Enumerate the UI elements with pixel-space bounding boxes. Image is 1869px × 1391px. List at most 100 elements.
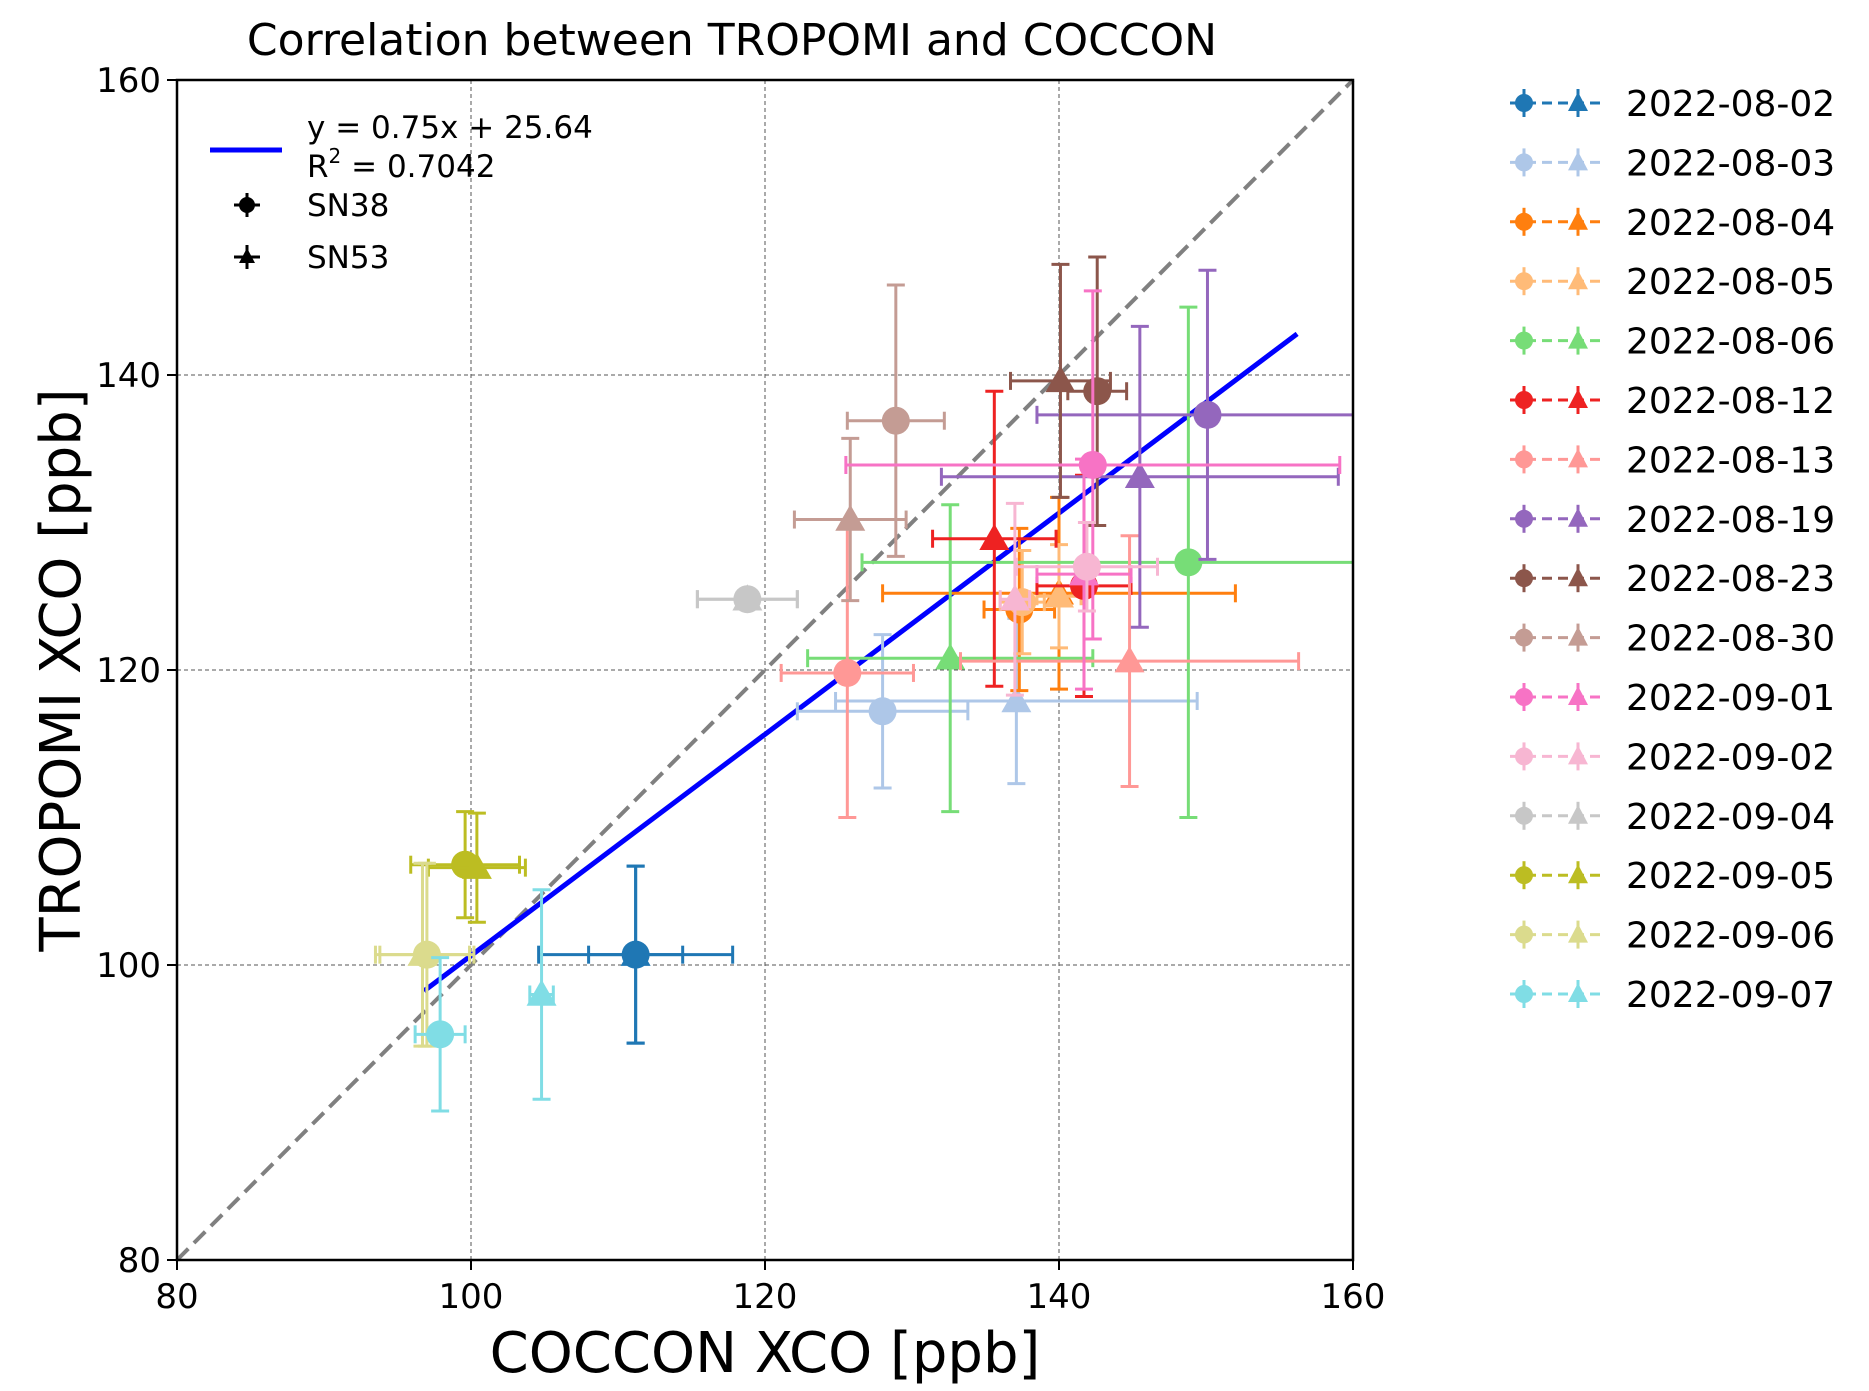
marker-circle [1193, 400, 1222, 429]
legend-triangle [1568, 686, 1588, 705]
legend-triangle [1568, 210, 1588, 230]
legend-triangle [1568, 567, 1588, 587]
marker-circle [868, 697, 897, 726]
legend-label: 2022-08-04 [1626, 203, 1835, 244]
x-tick-label: 160 [1321, 1277, 1386, 1317]
legend-label: 2022-08-30 [1626, 619, 1835, 660]
marker-circle [426, 1020, 455, 1049]
legend-label: 2022-09-06 [1626, 916, 1835, 957]
legend-label: 2022-08-05 [1626, 262, 1835, 303]
x-tick-label: 140 [1027, 1277, 1092, 1317]
data-points [373, 255, 1353, 1113]
marker-triangle [1001, 685, 1032, 713]
axis-ticks: 80 100 120 140 160 80 100 120 140 160 [96, 61, 1385, 1317]
data-point-2022-08-23-SN38 [1066, 255, 1129, 527]
legend-label: 2022-09-07 [1626, 975, 1835, 1016]
legend-entry-2022-09-04: 2022-09-04 [1510, 797, 1835, 838]
marker-circle [833, 658, 862, 687]
data-point-2022-09-04-SN53 [695, 584, 799, 611]
y-tick-label: 80 [118, 1241, 161, 1281]
legend-entry-2022-08-06: 2022-08-06 [1510, 322, 1835, 363]
legend-circle [1515, 569, 1533, 588]
identity-line [175, 78, 1355, 1262]
r-squared-value: = 0.7042 [341, 149, 495, 185]
data-point-2022-08-02-SN53 [587, 864, 685, 1045]
marker-triangle [1044, 581, 1074, 608]
r-squared-label: R2 = 0.7042 [307, 144, 495, 185]
marker-circle [1083, 377, 1112, 406]
marker-triangle [1124, 461, 1155, 489]
marker-circle [1072, 552, 1101, 581]
marker-triangle [999, 584, 1030, 611]
r-squared-exponent: 2 [329, 144, 342, 168]
legend-entry-2022-08-02: 2022-08-02 [1510, 84, 1835, 125]
legend-label: 2022-08-13 [1626, 440, 1835, 481]
legend-entry-2022-08-23: 2022-08-23 [1510, 559, 1835, 600]
legend-label-sn38: SN38 [307, 188, 389, 224]
legend-circle [1515, 747, 1533, 766]
marker-triangle [526, 979, 557, 1006]
fit-equation-label: y = 0.75x + 25.64 [307, 110, 593, 146]
legend-label: 2022-08-23 [1626, 559, 1835, 600]
data-point-2022-08-03-SN38 [795, 633, 970, 790]
marker-triangle [732, 584, 763, 611]
legend-circle [1515, 866, 1533, 885]
y-tick-label: 140 [96, 356, 161, 396]
legend-entry-2022-08-05: 2022-08-05 [1510, 262, 1835, 303]
legend-entry-2022-08-19: 2022-08-19 [1510, 500, 1835, 541]
data-point-2022-09-06-SN53 [373, 861, 472, 1048]
legend-entry-2022-08-03: 2022-08-03 [1510, 143, 1835, 184]
fit-line [422, 331, 1299, 993]
legend-circle [1515, 628, 1533, 647]
legend-entry-2022-09-02: 2022-09-02 [1510, 737, 1835, 778]
legend-label: 2022-08-06 [1626, 322, 1835, 363]
legend-triangle [1568, 923, 1588, 943]
legend-circle [1515, 925, 1533, 944]
legend-label: 2022-09-04 [1626, 797, 1835, 838]
x-axis-label: COCCON XCO [ppb] [490, 1321, 1041, 1386]
legend-circle [1515, 153, 1533, 172]
inset-legend: y = 0.75x + 25.64 R2 = 0.7042 SN38 SN53 [210, 110, 593, 276]
y-axis-label: TROPOMI XCO [ppb] [29, 388, 94, 952]
legend-triangle [1568, 389, 1588, 408]
legend-circle [1515, 212, 1533, 231]
legend-entry-2022-09-05: 2022-09-05 [1510, 856, 1835, 897]
data-point-2022-08-06-SN53 [806, 503, 1095, 814]
legend-triangle [1568, 270, 1588, 290]
x-tick-label: 80 [155, 1277, 198, 1317]
legend-circle [1515, 688, 1533, 706]
data-point-2022-09-02-SN53 [998, 501, 1032, 697]
legend-entry-2022-08-13: 2022-08-13 [1510, 440, 1835, 481]
legend-triangle [1568, 151, 1588, 171]
legend-label: 2022-08-03 [1626, 143, 1835, 184]
legend-circle [1515, 985, 1533, 1003]
legend-circle [1515, 509, 1533, 528]
legend-entry-2022-09-01: 2022-09-01 [1510, 678, 1835, 719]
marker-triangle [461, 852, 492, 879]
legend-label-sn53: SN53 [307, 240, 389, 276]
data-point-2022-08-30-SN53 [792, 436, 908, 603]
legend-circle [1515, 94, 1533, 112]
legend-circle [1515, 806, 1533, 825]
legend-entry-2022-08-30: 2022-08-30 [1510, 619, 1835, 660]
data-point-2022-08-30-SN38 [845, 283, 946, 558]
legend-label: 2022-08-12 [1626, 381, 1835, 422]
marker-triangle [1045, 365, 1076, 393]
data-point-2022-09-01-SN38 [844, 289, 1342, 641]
data-point-2022-09-05-SN53 [426, 811, 527, 924]
data-point-2022-09-02-SN38 [1014, 521, 1159, 613]
legend-triangle [1568, 983, 1588, 1002]
legend-triangle [1568, 626, 1588, 646]
legend-circle [1515, 331, 1533, 350]
y-tick-label: 160 [96, 61, 161, 101]
legend-triangle [1568, 448, 1588, 468]
data-point-2022-08-05-SN53 [1035, 543, 1083, 650]
legend-label: 2022-08-19 [1626, 500, 1835, 541]
legend-triangle [1568, 745, 1588, 765]
marker-triangle [1114, 646, 1145, 673]
data-point-2022-08-06-SN38 [860, 305, 1353, 819]
data-point-2022-08-19-SN38 [1035, 268, 1353, 561]
data-point-2022-09-07-SN38 [413, 956, 467, 1113]
data-point-2022-09-07-SN53 [526, 888, 557, 1101]
